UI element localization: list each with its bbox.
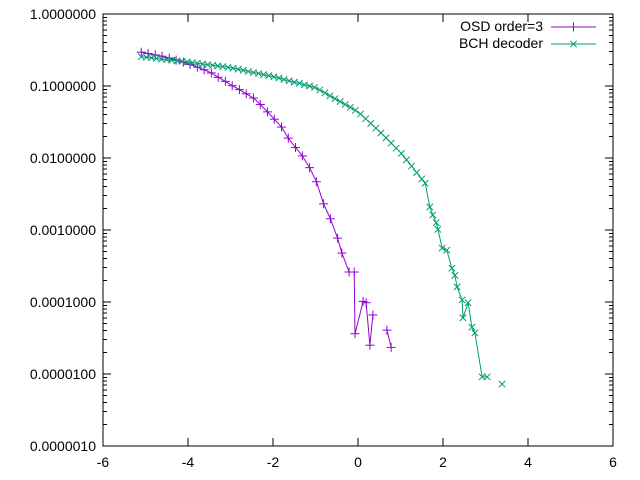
svg-text:1.0000000: 1.0000000	[30, 6, 96, 22]
svg-text:-2: -2	[267, 454, 280, 470]
legend-label-bch: BCH decoder	[458, 35, 543, 51]
svg-text:-4: -4	[182, 454, 195, 470]
legend-entry-bch: BCH decoder	[459, 35, 597, 52]
legend-entry-osd: OSD order=3	[460, 18, 597, 35]
svg-text:-6: -6	[97, 454, 110, 470]
legend-sample-line-bch	[551, 39, 596, 48]
svg-text:2: 2	[439, 454, 447, 470]
svg-text:0.1000000: 0.1000000	[30, 78, 96, 94]
svg-text:0.0001000: 0.0001000	[30, 294, 96, 310]
svg-text:0.0010000: 0.0010000	[30, 222, 96, 238]
svg-text:0: 0	[354, 454, 362, 470]
svg-text:0.0000010: 0.0000010	[30, 438, 96, 454]
legend: OSD order=3 BCH decoder	[459, 18, 597, 52]
svg-text:0.0100000: 0.0100000	[30, 150, 96, 166]
legend-sample-line-osd	[551, 22, 596, 31]
svg-text:4: 4	[524, 454, 532, 470]
svg-text:0.0000100: 0.0000100	[30, 366, 96, 382]
svg-text:6: 6	[609, 454, 617, 470]
legend-label-osd: OSD order=3	[460, 18, 543, 34]
